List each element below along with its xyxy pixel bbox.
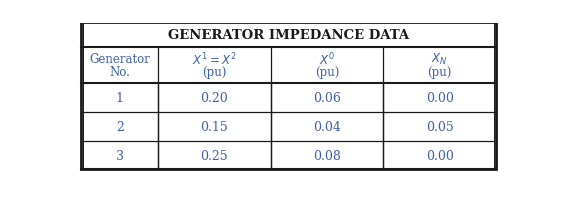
Text: 0.00: 0.00 bbox=[426, 92, 454, 105]
Text: (pu): (pu) bbox=[315, 66, 339, 79]
Text: $X^1 = X^2$: $X^1 = X^2$ bbox=[192, 51, 236, 68]
Text: 0.25: 0.25 bbox=[200, 149, 228, 162]
Text: 0.08: 0.08 bbox=[313, 149, 341, 162]
Text: 0.15: 0.15 bbox=[200, 120, 228, 133]
Text: (pu): (pu) bbox=[202, 66, 226, 79]
Text: 0.20: 0.20 bbox=[200, 92, 228, 105]
Text: 1: 1 bbox=[115, 92, 124, 105]
Text: 0.06: 0.06 bbox=[313, 92, 341, 105]
Text: $X_N$: $X_N$ bbox=[431, 52, 448, 67]
Text: GENERATOR IMPEDANCE DATA: GENERATOR IMPEDANCE DATA bbox=[168, 29, 409, 42]
Text: No.: No. bbox=[109, 66, 130, 79]
Text: Generator: Generator bbox=[89, 53, 150, 66]
Text: 0.05: 0.05 bbox=[426, 120, 454, 133]
Text: $X^0$: $X^0$ bbox=[319, 51, 335, 68]
Text: (pu): (pu) bbox=[427, 66, 452, 79]
Text: 0.04: 0.04 bbox=[313, 120, 341, 133]
Text: 3: 3 bbox=[115, 149, 124, 162]
Text: 2: 2 bbox=[115, 120, 123, 133]
Text: 0.00: 0.00 bbox=[426, 149, 454, 162]
